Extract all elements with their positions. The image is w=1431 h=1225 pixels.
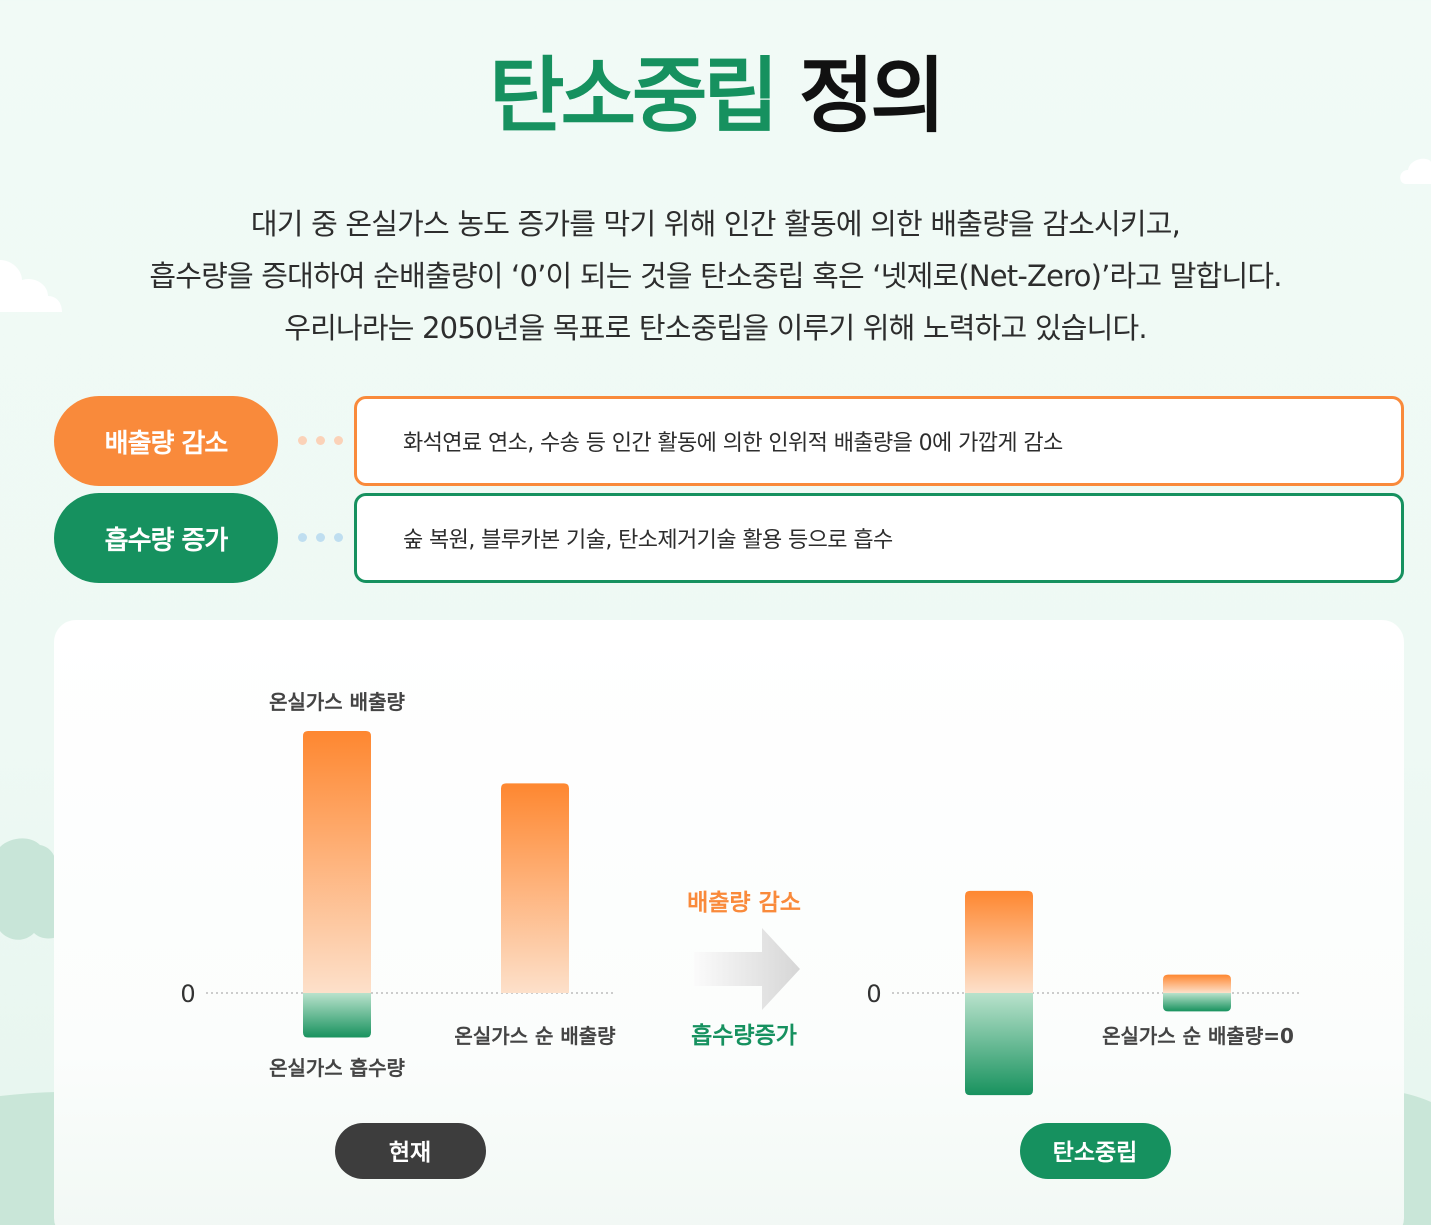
carbon-neutral-chart: 0 0 온실가스 배출량 온실가스 흡수량 온실가스 순 배출량 온실가스 순 …: [180, 690, 1300, 1179]
zero-tick-left: 0: [180, 980, 195, 1008]
arrow-bottom-label: 흡수량증가: [691, 1023, 797, 1049]
reduce-description: 화석연료 연소, 수송 등 인간 활동에 의한 인위적 배출량을 0에 가깝게 …: [354, 396, 1404, 486]
absorb-pill: 흡수량 증가: [54, 493, 278, 583]
definition-row-absorb: 흡수량 증가 숲 복원, 블루카본 기술, 탄소제거기술 활용 등으로 흡수: [54, 493, 1404, 583]
page-title: 탄소중립 정의: [0, 48, 1431, 146]
description-line: 흡수량을 증대하여 순배출량이 ‘0’이 되는 것을 탄소중립 혹은 ‘넷제로(…: [149, 259, 1282, 293]
emission-label: 온실가스 배출량: [269, 690, 405, 714]
present-absorption-bar: [303, 993, 371, 1038]
transition-arrow: 배출량 감소 흡수량증가: [687, 890, 801, 1049]
chart-panel: 0 0 온실가스 배출량 온실가스 흡수량 온실가스 순 배출량 온실가스 순 …: [54, 620, 1404, 1225]
cloud-icon: [1400, 158, 1431, 184]
neutral-emission-bar: [965, 890, 1033, 993]
zero-axis-right: 0: [866, 980, 1300, 1008]
absorption-label: 온실가스 흡수량: [269, 1056, 405, 1080]
neutral-net-absorption-bar: [1163, 993, 1231, 1012]
present-button[interactable]: 현재: [335, 1123, 486, 1179]
present-button-label: 현재: [389, 1140, 431, 1166]
net-emission-label: 온실가스 순 배출량: [454, 1024, 616, 1048]
cloud-icon: [0, 260, 62, 312]
neutral-button-label: 탄소중립: [1053, 1140, 1138, 1166]
title-rest: 정의: [798, 49, 946, 144]
zero-tick-right: 0: [866, 980, 881, 1008]
hill-icon: [0, 1092, 60, 1225]
description: 대기 중 온실가스 농도 증가를 막기 위해 인간 활동에 의한 배출량을 감소…: [0, 198, 1431, 354]
definition-row-reduce: 배출량 감소 화석연료 연소, 수송 등 인간 활동에 의한 인위적 배출량을 …: [54, 396, 1404, 486]
arrow-top-label: 배출량 감소: [687, 890, 801, 916]
description-line: 대기 중 온실가스 농도 증가를 막기 위해 인간 활동에 의한 배출량을 감소…: [250, 207, 1181, 241]
neutral-net-emission-bar: [1163, 974, 1231, 993]
absorb-description: 숲 복원, 블루카본 기술, 탄소제거기술 활용 등으로 흡수: [354, 493, 1404, 583]
description-line: 우리나라는 2050년을 목표로 탄소중립을 이루기 위해 노력하고 있습니다.: [284, 311, 1147, 345]
net-zero-label: 온실가스 순 배출량=0: [1102, 1024, 1294, 1048]
neutral-absorption-bar: [965, 993, 1033, 1096]
present-emission-bar: [303, 731, 371, 993]
reduce-pill: 배출량 감소: [54, 396, 278, 486]
right-arrow-icon: [694, 928, 800, 1010]
title-highlight: 탄소중립: [489, 49, 779, 144]
connector-dots: [298, 533, 343, 542]
present-net-bar: [501, 783, 569, 993]
neutral-button[interactable]: 탄소중립: [1020, 1123, 1171, 1179]
hill-icon: [1398, 1092, 1431, 1225]
bars-group: [303, 731, 1231, 1096]
connector-dots: [298, 436, 343, 445]
